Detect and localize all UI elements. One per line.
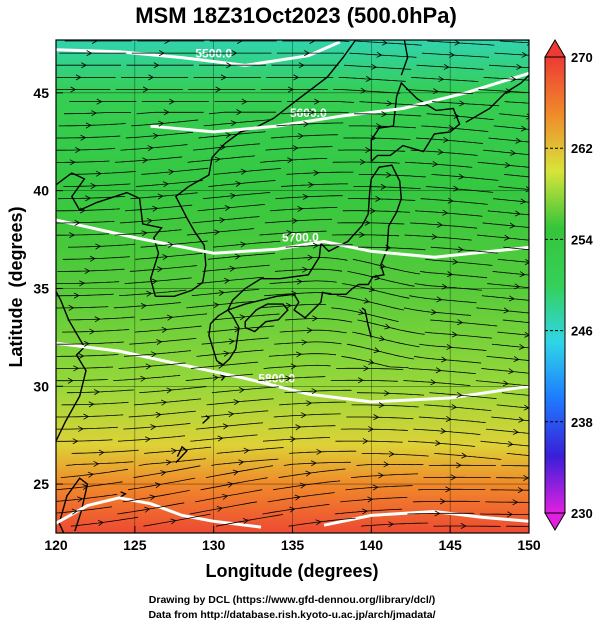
y-axis-label: Latitude (degrees) (6, 206, 26, 367)
x-tick-label: 130 (202, 537, 226, 553)
chart-title: MSM 18Z31Oct2023 (500.0hPa) (135, 3, 457, 28)
credit-drawing: Drawing by DCL (https://www.gfd-dennou.o… (149, 594, 435, 606)
colorbar-tick-label: 270 (571, 50, 593, 65)
streamline-arrow (533, 524, 538, 529)
streamline-arrow (532, 101, 537, 106)
streamline-arrow (529, 393, 534, 398)
streamline-arrow (530, 320, 535, 325)
colorbar-tick-label: 230 (571, 506, 593, 521)
y-tick-label: 40 (33, 183, 49, 199)
x-tick-label: 150 (517, 537, 541, 553)
x-axis-label: Longitude (degrees) (205, 561, 378, 581)
x-tick-label: 140 (360, 537, 384, 553)
y-tick-label: 45 (33, 85, 49, 101)
colorbar-tick-label: 262 (571, 141, 593, 156)
x-tick-label: 125 (123, 537, 147, 553)
y-tick-label: 35 (33, 280, 49, 296)
credit-data: Data from http://database.rish.kyoto-u.a… (148, 609, 435, 621)
colorbar-tick-label: 246 (571, 324, 593, 339)
x-tick-label: 120 (44, 537, 68, 553)
colorbar-top-extension (545, 40, 565, 57)
colorbar: 230 238 246 254 262 270 (545, 40, 593, 530)
streamline-arrow (534, 453, 539, 458)
x-tick-label: 145 (438, 537, 462, 553)
streamline-arrow (530, 247, 535, 252)
y-tick-label: 30 (33, 378, 49, 394)
x-tick-label: 135 (281, 537, 305, 553)
colorbar-body (545, 57, 565, 513)
colorbar-tick-label: 254 (571, 232, 593, 247)
colorbar-tick-label: 238 (571, 415, 593, 430)
y-tick-label: 25 (33, 476, 49, 492)
streamline-arrow (531, 174, 536, 179)
colorbar-bottom-extension (545, 513, 565, 530)
